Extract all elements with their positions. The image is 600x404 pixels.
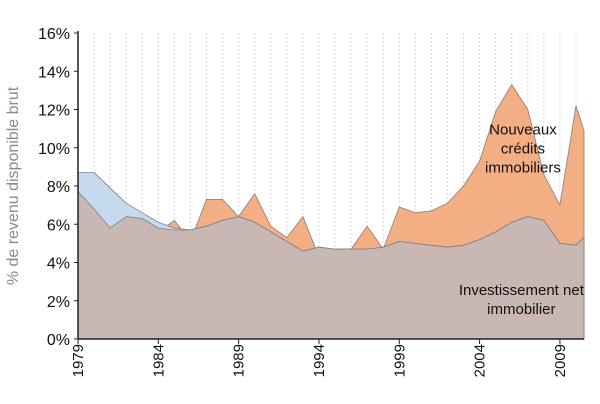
x-tick-label: 1999 <box>391 344 408 377</box>
y-axis-title: % de revenu disponible brut <box>5 86 22 285</box>
y-tick-label: 2% <box>47 294 70 311</box>
tick-labels: 0% 2% 4% 6% 8% 10% 12% 14% 16% 1979 1984 1989 1994 19… <box>38 26 569 377</box>
y-tick-label: 10% <box>38 141 70 158</box>
x-tick-label: 2009 <box>552 344 569 377</box>
y-tick-label: 4% <box>47 256 70 273</box>
x-tick-label: 1994 <box>311 344 328 377</box>
annotation-net-investment: immobilier <box>487 301 555 318</box>
y-tick-label: 0% <box>47 332 70 349</box>
x-tick-label: 1984 <box>150 344 167 377</box>
annotation-net-investment: Investissement net <box>459 282 585 299</box>
annotation-new-credits: immobiliers <box>485 160 561 177</box>
y-tick-label: 12% <box>38 103 70 120</box>
axes <box>74 31 584 344</box>
annotation-new-credits: crédits <box>501 141 545 158</box>
annotations: Nouveaux crédits immobiliers Investissement… <box>459 122 585 319</box>
y-tick-label: 8% <box>47 179 70 196</box>
y-tick-label: 16% <box>38 26 70 43</box>
plot-area <box>77 84 585 340</box>
y-tick-label: 6% <box>47 217 70 234</box>
x-tick-label: 1989 <box>231 344 248 377</box>
x-tick-label: 1979 <box>70 344 87 377</box>
series-area-net-investment <box>77 191 585 340</box>
y-tick-label: 14% <box>38 64 70 81</box>
annotation-new-credits: Nouveaux <box>489 122 557 139</box>
x-tick-label: 2004 <box>472 344 489 377</box>
